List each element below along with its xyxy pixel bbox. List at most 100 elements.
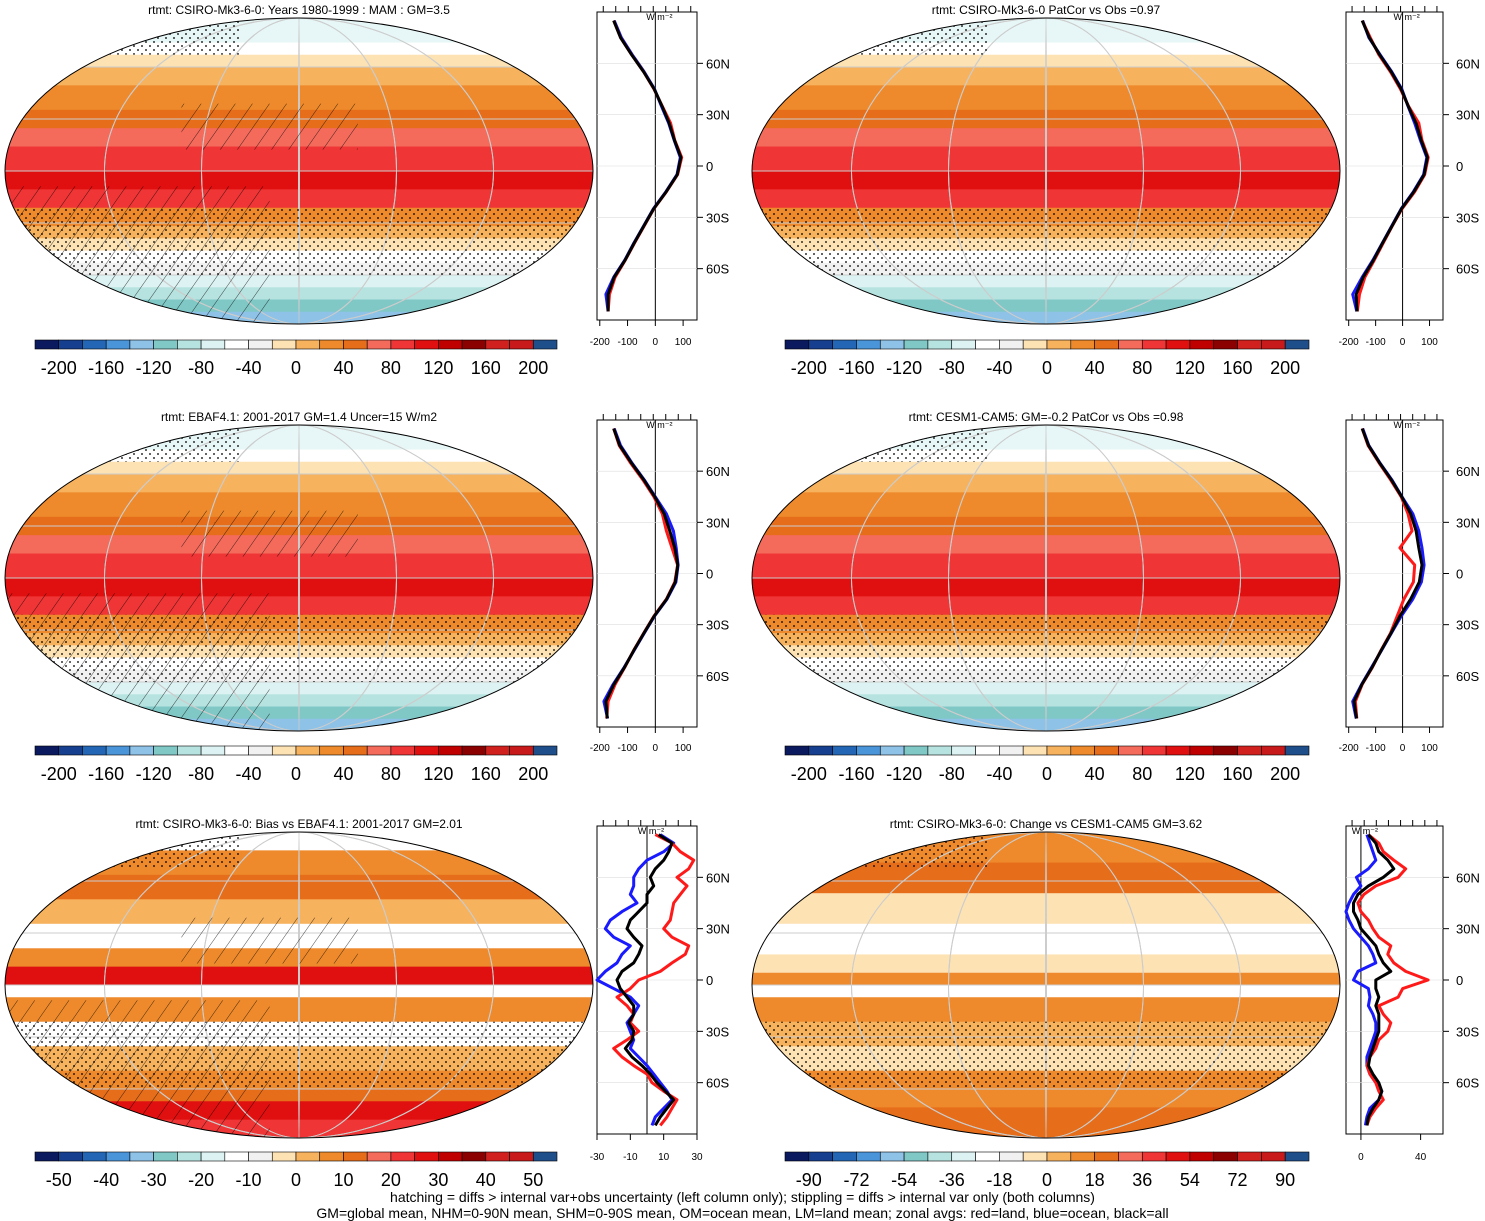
map-gridline-lon [200,832,398,1138]
colorbar-box [1213,745,1238,756]
colorbar-box [295,1151,321,1162]
zonal-lat-tick-label: 60N [706,464,730,479]
zonal-lat-tick-label: 30N [706,108,730,123]
colorbar-tick-label: 120 [1175,358,1205,378]
colorbar-tick-label: -160 [88,358,124,378]
colorbar-tick-label: 160 [471,764,501,784]
map-stippling [752,1021,1340,1090]
zonal-x-tick-label: 40 [1415,1152,1427,1163]
zonal-lat-tick-label: 60N [1456,56,1480,71]
colorbar-tick-label: -160 [838,358,874,378]
zonal-lat-tick-label: 30S [706,1024,729,1039]
panel-top-left: rtmt: CSIRO-Mk3-6-0: Years 1980-1999 : M… [4,3,730,378]
map-area [5,425,593,731]
zonal-x-tick-label: 0 [653,337,659,348]
colorbar-tick-label: -200 [791,358,827,378]
colorbar-tick-label: 80 [381,764,401,784]
zonal-lat-tick-label: 60N [706,56,730,71]
colorbar-box [1189,339,1215,350]
zonal-x-tick-label: -200 [1339,337,1359,348]
zonal-units-label: W m⁻² [646,12,672,22]
colorbar-tick-label: -36 [939,1170,965,1190]
colorbar-box [1118,339,1143,350]
map-area [5,18,593,324]
colorbar-box [177,339,202,350]
colorbar-box [1141,1151,1167,1162]
colorbar-box [366,339,392,350]
colorbar-box [177,1151,202,1162]
colorbar-box [975,745,1000,756]
footnote-line-2: GM=global mean, NHM=0-90N mean, SHM=0-90… [316,1205,1169,1221]
map-hatching [5,186,270,324]
colorbar-tick-label: 200 [518,358,548,378]
zonal-units-label: W m⁻² [1393,420,1419,430]
colorbar-box [532,745,558,756]
colorbar-box [1189,745,1215,756]
zonal-mean-plot: W m⁻² -200 -100 0 100 60N 30N 0 30S 60S [1339,414,1480,754]
colorbar-tick-label: 40 [1085,358,1105,378]
colorbar-tick-label: 200 [1270,764,1300,784]
colorbar-box [390,339,415,350]
colorbar-box [1118,745,1143,756]
colorbar-box [58,745,83,756]
zonal-lat-tick-label: 30S [706,210,729,225]
zonal-lat-tick-label: 0 [706,159,713,174]
colorbar-box [343,1151,368,1162]
colorbar-box [808,1151,833,1162]
zonal-lat-tick-label: 0 [1456,567,1463,582]
map-gridline-lon [947,832,1145,1138]
panel-middle-left: rtmt: EBAF4.1: 2001-2017 GM=1.4 Uncer=15… [4,410,730,784]
colorbar-tick-label: 0 [291,358,301,378]
map-stippling [752,614,1340,683]
colorbar-box [438,745,463,756]
colorbar-tick-label: -20 [188,1170,214,1190]
colorbar-box [461,1151,487,1162]
colorbar-box [1284,339,1310,350]
colorbar-box [808,745,833,756]
colorbar-box [153,1151,178,1162]
colorbar-box [999,1151,1024,1162]
colorbar-tick-label: -120 [886,764,922,784]
colorbar-box [951,339,976,350]
colorbar-box [414,1151,439,1162]
colorbar-box [879,1151,905,1162]
map-outline [4,424,594,732]
zonal-units-label: W m⁻² [638,826,664,836]
map-gridline-lon [850,18,1242,324]
map-gridline-lon [103,425,495,731]
colorbar-box [1118,1151,1143,1162]
colorbar-tick-label: -54 [891,1170,917,1190]
map-gridline-lon [1045,425,1047,731]
colorbar-tick-label: -160 [838,764,874,784]
colorbar-tick-label: 80 [1132,358,1152,378]
colorbar-box [975,1151,1000,1162]
zonal-series-all [604,427,680,719]
map-gridline-lon [947,425,1145,731]
colorbar-tick-label: 120 [1175,764,1205,784]
map-gridline-lon [200,18,398,324]
map-area [752,18,1340,324]
colorbar-tick-label: -80 [188,358,214,378]
zonal-units-label: W m⁻² [1352,826,1378,836]
colorbar-box [784,745,810,756]
map-area [5,832,593,1138]
zonal-series-all [606,20,683,312]
zonal-series-all [1352,427,1424,719]
colorbar-box [438,339,463,350]
colorbar-box [129,745,154,756]
colorbar-box [879,745,905,756]
map-stippling [752,207,1340,276]
colorbar-box [366,745,392,756]
zonal-x-tick-label: -200 [1339,743,1359,754]
colorbar-box [856,745,881,756]
colorbar-tick-label: 40 [333,358,353,378]
zonal-series-ocean [595,833,676,1126]
colorbar-box [879,339,905,350]
colorbar-tick-label: 40 [333,764,353,784]
colorbar-box [532,1151,558,1162]
colorbar-box [1046,339,1072,350]
colorbar-tick-label: -80 [939,358,965,378]
colorbar-box [438,1151,463,1162]
colorbar-box [903,339,929,350]
zonal-mean-plot: W m⁻² -30 -10 10 30 60N 30N 0 30S 60S [590,820,730,1163]
